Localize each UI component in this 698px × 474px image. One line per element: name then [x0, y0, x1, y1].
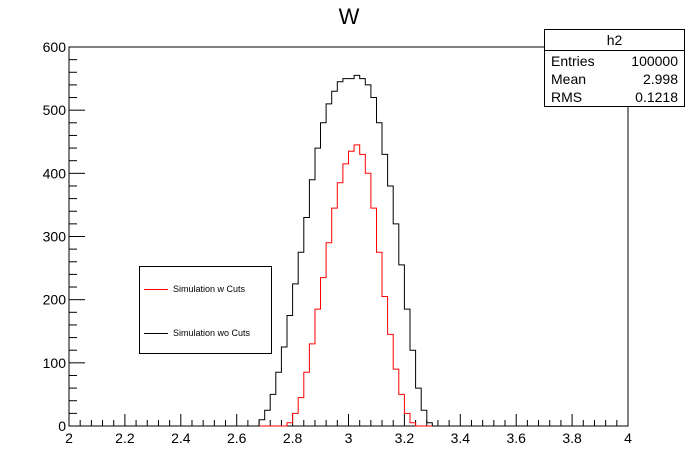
legend-swatch-black [144, 333, 168, 334]
stats-rms-value: 0.1218 [635, 89, 678, 105]
y-tick-label: 100 [43, 355, 67, 371]
y-tick-label: 200 [43, 292, 67, 308]
y-tick-label: 0 [58, 418, 66, 434]
x-tick-label: 2.8 [283, 430, 303, 446]
stats-row-rms: RMS 0.1218 [551, 88, 678, 106]
x-tick-label: 2.6 [227, 430, 247, 446]
y-axis-ticks: 0 100 200 300 400 500 600 [43, 39, 85, 434]
y-tick-label: 500 [43, 102, 67, 118]
x-tick-label: 2.4 [171, 430, 191, 446]
x-tick-label: 3.8 [562, 430, 582, 446]
stats-mean-label: Mean [551, 71, 587, 87]
legend-label-wo-cuts: Simulation wo Cuts [173, 328, 251, 338]
x-axis-ticks: 2 2.2 2.4 2.6 2.8 3 3.2 3.4 3.6 3.8 4 [65, 414, 632, 446]
stats-row-mean: Mean 2.998 [551, 70, 678, 88]
x-tick-label: 3 [345, 430, 353, 446]
legend-swatch-red [144, 289, 168, 290]
y-tick-label: 400 [43, 165, 67, 181]
x-tick-label: 2 [65, 430, 73, 446]
x-tick-label: 3.2 [395, 430, 415, 446]
stats-entries-label: Entries [551, 53, 595, 69]
stats-box: h2 Entries 100000 Mean 2.998 RMS 0.1218 [544, 29, 685, 107]
stats-title: h2 [545, 30, 684, 51]
stats-mean-value: 2.998 [642, 71, 678, 87]
y-tick-label: 300 [43, 229, 67, 245]
series-0-step-line [69, 144, 628, 427]
y-tick-label: 600 [43, 39, 67, 55]
x-tick-label: 4 [624, 430, 632, 446]
series-layer [69, 74, 628, 427]
legend-label-w-cuts: Simulation w Cuts [173, 284, 246, 294]
chart-title: W [338, 4, 360, 29]
stats-rms-label: RMS [551, 89, 583, 105]
stats-row-entries: Entries 100000 [551, 52, 678, 70]
x-tick-label: 2.2 [115, 430, 135, 446]
stats-entries-value: 100000 [631, 53, 678, 69]
legend: Simulation w Cuts Simulation wo Cuts [139, 266, 272, 354]
x-tick-label: 3.4 [451, 430, 471, 446]
series-1-step-line [69, 74, 628, 427]
x-tick-label: 3.6 [506, 430, 526, 446]
